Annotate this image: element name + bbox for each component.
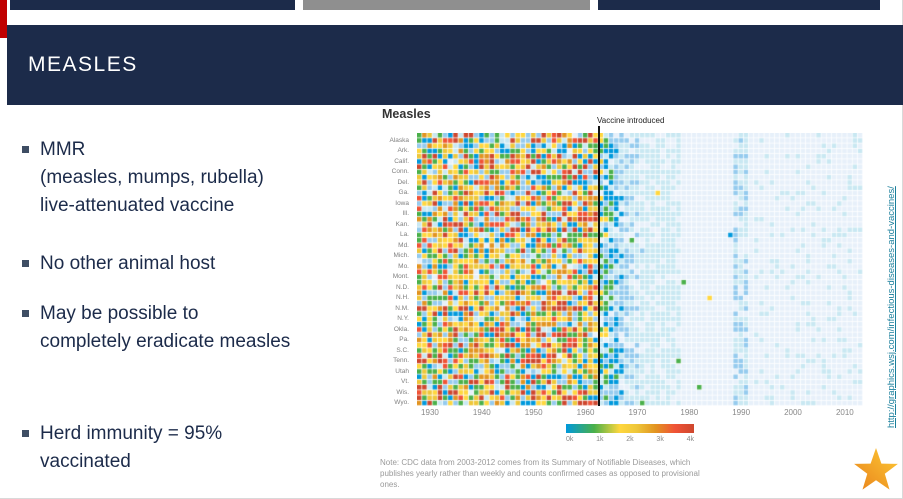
legend-label: 1k	[596, 436, 604, 443]
row-label: Ark.	[397, 147, 409, 155]
slide-header: MEASLES	[7, 25, 903, 105]
row-label: Calif.	[394, 157, 409, 165]
x-tick-label: 1980	[680, 408, 699, 417]
row-label: Pa.	[399, 336, 409, 344]
chart-title: Measles	[382, 107, 431, 121]
bullet-line: No other animal host	[40, 253, 216, 274]
legend-label: 2k	[626, 436, 634, 443]
vaccine-introduced-label: Vaccine introduced	[597, 116, 665, 125]
row-label: Kan.	[395, 220, 409, 228]
row-label: Wyo.	[394, 399, 409, 407]
bullet-square-icon	[22, 146, 29, 153]
row-label: Okla.	[393, 325, 409, 333]
bullet-square-icon	[22, 310, 29, 317]
row-label: Wis.	[396, 388, 409, 396]
row-label: S.C.	[396, 346, 409, 354]
row-label: N.Y.	[397, 315, 409, 323]
bullet-eradicate: May be possible to completely eradicate …	[22, 300, 290, 356]
row-label: N.H.	[396, 294, 409, 302]
row-label: Tenn.	[393, 357, 409, 365]
x-tick-label: 1930	[421, 408, 439, 417]
chart-note: Note: CDC data from 2003-2012 comes from…	[380, 457, 700, 490]
x-tick-label: 2000	[784, 408, 802, 417]
x-tick-label: 1950	[524, 408, 543, 417]
note-line: ones.	[380, 480, 400, 489]
row-label: Ga.	[398, 189, 409, 197]
heatmap-row-labels: Alaska Ark. Calif. Conn. Del. Ga. Iowa Ill. Kan.…	[330, 133, 413, 406]
bullet-line: Herd immunity = 95%	[40, 423, 223, 444]
bullet-line: MMR	[40, 139, 86, 160]
star-icon	[854, 448, 898, 490]
row-label: Conn.	[391, 168, 409, 176]
bullet-animal-host: No other animal host	[22, 250, 215, 278]
x-tick-label: 2010	[835, 408, 854, 417]
note-line: Note: CDC data from 2003-2012 comes from…	[380, 458, 691, 467]
note-line: publishes yearly rather than weekly and …	[380, 469, 700, 478]
legend-label: 0k	[566, 436, 574, 443]
legend-label: 4k	[686, 436, 694, 443]
bullet-line: completely eradicate measles	[40, 331, 291, 352]
bullet-herd-immunity: Herd immunity = 95% vaccinated	[22, 420, 222, 476]
slide-title: MEASLES	[28, 53, 138, 76]
row-label: La.	[399, 231, 409, 239]
row-label: Alaska	[389, 136, 409, 144]
bullet-square-icon	[22, 430, 29, 437]
x-tick-label: 1970	[628, 408, 647, 417]
vaccine-introduced-line	[598, 126, 600, 406]
bullet-line: live-attenuated vaccine	[40, 195, 235, 216]
row-label: Mo.	[398, 262, 409, 270]
bullet-line: May be possible to	[40, 303, 199, 324]
row-label: Iowa	[395, 199, 409, 207]
heatmap-x-axis: 1930 1940 1950 1960 1970 1980 1990 2000 2010	[417, 408, 863, 420]
row-label: Md.	[398, 241, 409, 249]
x-tick-label: 1960	[576, 408, 595, 417]
source-url-link[interactable]: http://graphics.wsj.com/infectious-disea…	[886, 186, 897, 428]
red-accent-strip	[0, 0, 7, 38]
row-label: Ill.	[402, 210, 410, 218]
top-bar-navy-1	[10, 0, 295, 10]
x-tick-label: 1990	[732, 408, 751, 417]
row-label: N.D.	[396, 283, 409, 291]
measles-heatmap	[417, 133, 863, 406]
bullet-line: (measles, mumps, rubella)	[40, 167, 264, 188]
row-label: N.M.	[395, 304, 409, 312]
bullet-line: vaccinated	[40, 451, 131, 472]
bullet-square-icon	[22, 260, 29, 267]
legend-label: 3k	[656, 436, 664, 443]
legend-labels: 0k 1k 2k 3k 4k	[566, 436, 694, 443]
x-tick-label: 1940	[472, 408, 491, 417]
top-bar-navy-2	[598, 0, 880, 10]
row-label: Del.	[397, 178, 409, 186]
top-bar-gray	[303, 0, 590, 10]
bullet-mmr: MMR (measles, mumps, rubella) live-atten…	[22, 136, 264, 220]
row-label: Utah	[395, 367, 409, 375]
row-label: Vt.	[401, 378, 409, 386]
row-label: Mich.	[393, 252, 409, 260]
legend-gradient-bar	[566, 424, 694, 433]
row-label: Mont.	[392, 273, 409, 281]
